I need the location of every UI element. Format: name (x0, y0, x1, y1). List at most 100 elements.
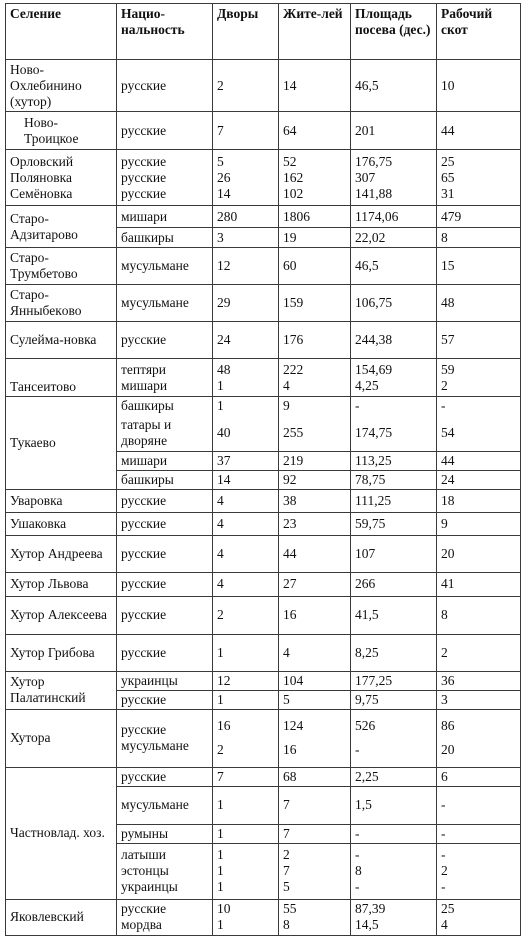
cell-residents: 55 8 (278, 898, 351, 936)
line-value: - (355, 847, 360, 862)
cell-nationality: мишари (116, 450, 213, 471)
cell-residents: 44 (278, 534, 351, 573)
cell-nationality: русские (116, 571, 213, 597)
cell-sown-area: - (350, 396, 437, 415)
line-value: 25 (441, 153, 455, 169)
cell-nationality: русские мордва (116, 898, 213, 936)
cell-nationality: тептяри мишари (116, 358, 213, 397)
line-value: 65 (441, 169, 455, 185)
header-livestock: Рабочий скот (436, 3, 521, 60)
cell-residents: 16 (278, 595, 351, 635)
cell-livestock: 9 (436, 511, 521, 536)
cell-nationality: русские (116, 111, 213, 150)
line-value: мусульмане (121, 738, 189, 753)
cell-households: 12 (212, 670, 279, 691)
line-value: 526 (355, 718, 376, 733)
cell-sown-area: 46,5 (350, 59, 437, 112)
cell-sown-area: 1174,06 (350, 205, 437, 228)
cell-sown-area: - (350, 823, 437, 844)
line-value: русские (121, 169, 167, 185)
line-value: мордва (121, 917, 162, 932)
cell-sown-area: 201 (350, 111, 437, 150)
cell-residents: 1806 (278, 205, 351, 228)
table-row: Хутор Андреева русские 4 44 107 20 (5, 534, 521, 573)
cell-livestock: 20 (436, 534, 521, 573)
cell-households: 1 (212, 689, 279, 710)
cell-households: 10 1 (212, 898, 279, 936)
cell-livestock: - 2 - (436, 842, 521, 900)
cell-livestock: 57 (436, 321, 521, 359)
settlement-semyonovka: Семёновка (10, 185, 73, 201)
cell-settlement: Частновлад. хоз. (5, 766, 117, 900)
cell-sown-area: 59,75 (350, 511, 437, 536)
cell-sown-area: 107 (350, 534, 437, 573)
cell-livestock: 25 65 31 (436, 149, 521, 206)
table-row: Тансеитово тептяри мишари 48 1 222 4 154… (5, 358, 521, 397)
table-row: Хутора русские мусульмане 16 2 124 16 52… (5, 708, 521, 768)
settlement-polyanovka: Поляновка (10, 169, 72, 185)
cell-households: 5 26 14 (212, 149, 279, 206)
cell-nationality: башкиры (116, 227, 213, 248)
table-row: татары и дворяне 40 255 174,75 54 (6, 415, 521, 452)
cell-livestock: - (436, 823, 521, 844)
cell-households: 1 (212, 396, 279, 415)
cell-settlement: Яковлевский (5, 898, 117, 936)
line-value: 2 (217, 742, 224, 757)
cell-nationality: русские (116, 59, 213, 112)
cell-households: 280 (212, 205, 279, 228)
cell-livestock: 18 (436, 488, 521, 513)
line-value: 2 (441, 863, 448, 878)
cell-settlement: Тукаево (5, 396, 117, 490)
cell-residents: 7 (278, 785, 351, 825)
cell-nationality: татары и дворяне (116, 415, 213, 452)
cell-households: 4 (212, 488, 279, 513)
cell-livestock: 2 (436, 633, 521, 672)
line-value: 8 (283, 917, 290, 932)
line-value: - (441, 879, 446, 894)
cell-livestock: 44 (436, 450, 521, 471)
cell-residents: 19 (278, 227, 351, 248)
table-header-row: Селение Нацио-нальность Дворы Жите-лей П… (5, 3, 521, 60)
cell-sown-area: 1,5 (350, 785, 437, 825)
line-value: 26 (217, 169, 231, 185)
header-nationality: Нацио-нальность (116, 3, 213, 60)
cell-settlement: Хутор Андреева (5, 534, 117, 573)
cell-settlement: Ново-Троицкое (5, 111, 117, 150)
cell-nationality: русские (116, 766, 213, 787)
table-row: Ново-Троицкое русские 7 64 201 44 (5, 111, 521, 150)
cell-households: 4 (212, 534, 279, 573)
cell-households: 2 (212, 59, 279, 112)
cell-livestock: 44 (436, 111, 521, 150)
cell-livestock: 8 (436, 227, 521, 248)
cell-residents: 60 (278, 247, 351, 285)
cell-livestock: 54 (436, 415, 521, 452)
cell-sown-area: 526 - (350, 708, 437, 768)
cell-nationality: украинцы (116, 670, 213, 691)
cell-residents: 5 (278, 689, 351, 710)
cell-sown-area: 78,75 (350, 469, 437, 490)
cell-residents: 9 (278, 396, 351, 415)
cell-sown-area: 113,25 (350, 450, 437, 471)
cell-residents: 68 (278, 766, 351, 787)
header-residents: Жите-лей (278, 3, 351, 60)
cell-livestock: - (436, 396, 521, 415)
cell-settlement: Ушаковка (5, 511, 117, 536)
cell-sown-area: 87,39 14,5 (350, 898, 437, 936)
line-value: 307 (355, 169, 376, 185)
cell-residents: 27 (278, 571, 351, 597)
header-settlement: Селение (5, 3, 117, 60)
cell-livestock: 41 (436, 571, 521, 597)
cell-nationality: мишари (116, 205, 213, 228)
line-value: 176,75 (355, 153, 393, 169)
cell-residents: 222 4 (278, 358, 351, 397)
line-value: 16 (283, 742, 297, 757)
line-value: - (355, 879, 360, 894)
cell-nationality: латыши эстонцы украинцы (116, 842, 213, 900)
cell-settlement: Хутор Грибова (5, 633, 117, 672)
cell-sown-area: 8,25 (350, 633, 437, 672)
table-row: Яковлевский русские мордва 10 1 55 8 87,… (5, 898, 521, 936)
cell-residents: 92 (278, 469, 351, 490)
line-value: 86 (441, 718, 455, 733)
cell-sown-area: 46,5 (350, 247, 437, 285)
line-value: эстонцы (121, 863, 169, 878)
